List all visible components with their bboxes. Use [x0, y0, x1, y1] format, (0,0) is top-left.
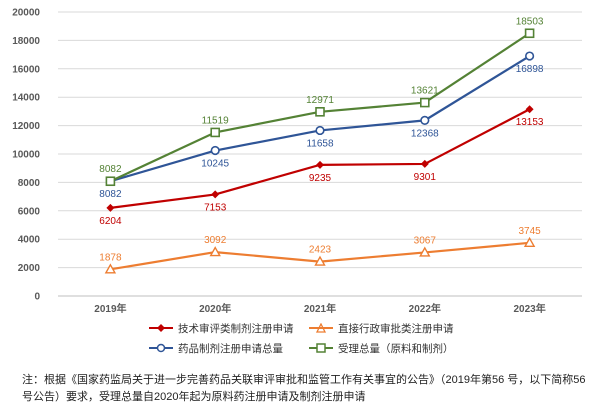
data-label: 2423: [309, 245, 332, 256]
y-axis-ticks: 0 2000 4000 6000 8000 10000 12000 14000 16000 180…: [12, 8, 40, 303]
y-tick-label: 20000: [12, 8, 40, 19]
legend-marker-triangle: [309, 323, 333, 333]
y-tick-label: 18000: [12, 36, 40, 47]
data-label: 7153: [204, 202, 227, 213]
data-point-diamond: [316, 160, 324, 169]
series-line: [110, 108, 531, 209]
data-label: 3092: [204, 235, 227, 246]
data-label: 12971: [306, 95, 334, 106]
legend-item-technical-review: 技术审评类制剂注册申请: [148, 321, 308, 336]
data-point-circle: [210, 145, 220, 156]
legend-label: 药品制剂注册申请总量: [178, 342, 283, 355]
data-point-diamond: [420, 159, 429, 168]
data-label: 10245: [201, 159, 229, 170]
gridlines: [58, 11, 582, 297]
data-point-triangle: [419, 246, 431, 257]
data-label: 1878: [99, 252, 122, 263]
data-point-diamond: [211, 190, 220, 199]
series-lines: [104, 28, 536, 274]
data-point-circle: [315, 125, 325, 136]
x-tick-label: 2022年: [409, 302, 441, 315]
legend-label: 受理总量（原料和制剂）: [338, 342, 454, 355]
line-chart: 0 2000 4000 6000 8000 10000 12000 14000 16000 180…: [12, 8, 582, 315]
x-tick-label: 2021年: [304, 302, 336, 315]
legend: 技术审评类制剂注册申请 直接行政审批类注册申请 药品制剂注册申请总量 受理总量（…: [148, 318, 468, 358]
data-label: 13621: [411, 86, 439, 97]
data-point-triangle: [314, 255, 326, 266]
legend-label: 技术审评类制剂注册申请: [178, 322, 294, 335]
data-label: 9235: [309, 173, 332, 184]
data-point-triangle: [523, 236, 536, 248]
data-point-circle: [524, 51, 535, 61]
y-tick-label: 12000: [12, 121, 40, 132]
data-point-diamond: [525, 105, 534, 114]
x-axis-ticks: 2019年 2020年 2021年 2022年 2023年: [94, 302, 545, 315]
y-tick-label: 2000: [18, 263, 41, 274]
x-tick-label: 2019年: [94, 302, 126, 315]
legend-item-formulation-total: 药品制剂注册申请总量: [148, 341, 308, 356]
legend-marker-diamond: [149, 324, 173, 332]
y-tick-label: 10000: [12, 150, 40, 161]
data-label: 8082: [99, 189, 122, 200]
data-label: 12368: [411, 128, 439, 139]
x-tick-label: 2020年: [199, 302, 231, 315]
data-point-square: [315, 107, 325, 117]
footnote: 注：根据《国家药监局关于进一步完善药品关联审评审批和监管工作有关事宜的公告》（2…: [22, 374, 586, 403]
y-tick-label: 0: [34, 292, 40, 303]
data-label: 18503: [516, 16, 544, 27]
data-label: 9301: [414, 172, 437, 183]
data-label: 3067: [414, 235, 437, 246]
y-tick-label: 8000: [18, 178, 41, 189]
legend-marker-square: [309, 343, 333, 353]
legend-item-direct-admin-approval: 直接行政审批类注册申请: [308, 321, 468, 336]
data-point-diamond: [106, 203, 115, 212]
y-tick-label: 14000: [12, 93, 40, 104]
legend-item-accepted-total: 受理总量（原料和制剂）: [308, 341, 468, 356]
data-point-circle: [420, 115, 430, 125]
data-label: 16898: [516, 64, 544, 75]
data-point-square: [210, 127, 220, 138]
data-point-square: [105, 176, 116, 187]
data-label: 11658: [306, 138, 334, 149]
data-point-square: [419, 97, 430, 108]
data-point-triangle: [209, 246, 221, 257]
data-label: 13153: [516, 117, 544, 128]
y-tick-label: 6000: [18, 206, 41, 217]
data-point-square: [524, 28, 535, 39]
data-labels: 6204 7153 9235 9301 13153 1878 3092 2423 3067 374…: [99, 16, 544, 263]
data-label: 3745: [518, 226, 541, 237]
data-label: 11519: [202, 115, 230, 126]
data-label: 8082: [99, 164, 122, 175]
legend-marker-circle: [149, 343, 173, 353]
legend-label: 直接行政审批类注册申请: [338, 322, 454, 335]
x-tick-label: 2023年: [513, 302, 545, 315]
data-point-triangle: [104, 263, 117, 274]
y-tick-label: 4000: [18, 235, 41, 246]
data-label: 6204: [99, 216, 122, 227]
y-tick-label: 16000: [12, 64, 40, 75]
